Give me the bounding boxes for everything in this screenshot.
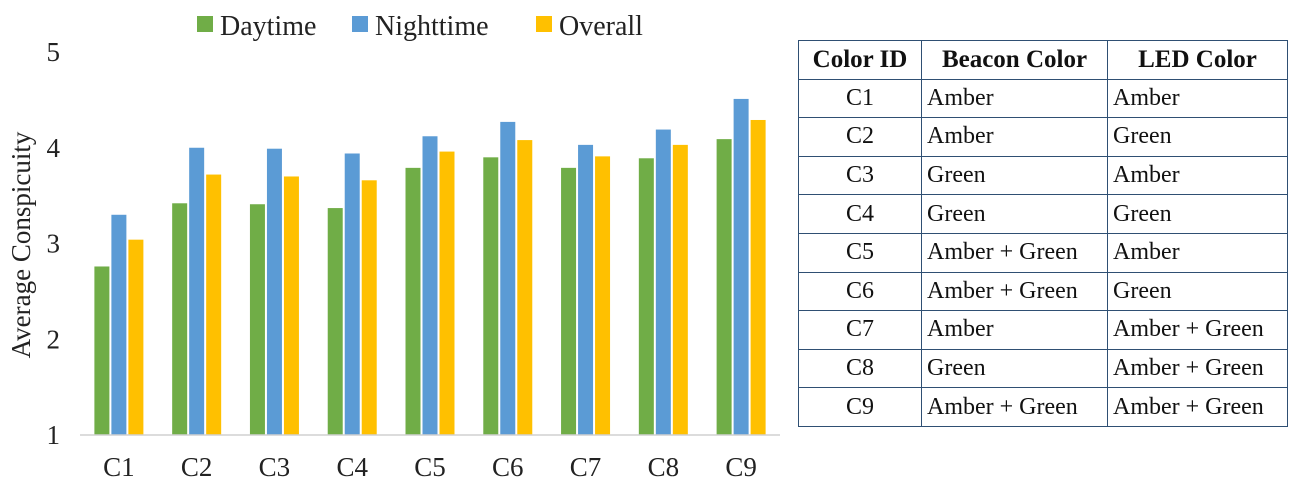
table-row: C2 Amber Green bbox=[798, 117, 1288, 157]
cell-led-color: Amber bbox=[1107, 155, 1288, 196]
x-tick-label: C9 bbox=[725, 452, 757, 482]
bar-chart: Daytime Nighttime Overall 1 2 3 4 5 C1 C2 C3 C4 C5… bbox=[6, 11, 780, 482]
table-row: C6 Amber + Green Green bbox=[798, 271, 1288, 312]
legend-label-overall: Overall bbox=[559, 11, 643, 42]
cell-led-color: Green bbox=[1107, 194, 1288, 234]
table-row: C1 Amber Amber bbox=[798, 78, 1288, 119]
table-row: C7 Amber Amber + Green bbox=[798, 310, 1288, 350]
bar-overall-c1 bbox=[128, 239, 144, 435]
cell-beacon-color: Amber bbox=[921, 310, 1108, 350]
table-header-row: Color ID Beacon Color LED Color bbox=[798, 40, 1288, 80]
bars bbox=[94, 98, 766, 436]
cell-led-color: Amber + Green bbox=[1107, 348, 1288, 389]
table-row: C5 Amber + Green Amber bbox=[798, 232, 1288, 273]
legend-label-daytime: Daytime bbox=[220, 11, 316, 42]
bar-overall-c3 bbox=[283, 176, 299, 435]
bar-overall-c5 bbox=[439, 151, 455, 435]
cell-color-id: C7 bbox=[798, 310, 922, 350]
table-row: C3 Green Amber bbox=[798, 155, 1288, 196]
y-tick-label: 4 bbox=[47, 133, 61, 163]
cell-color-id: C5 bbox=[798, 232, 922, 273]
bar-daytime-c6 bbox=[483, 157, 499, 435]
y-tick-label: 2 bbox=[47, 324, 61, 354]
bar-nighttime-c3 bbox=[266, 148, 282, 435]
cell-beacon-color: Amber + Green bbox=[921, 387, 1108, 427]
y-tick-label: 3 bbox=[47, 229, 61, 259]
x-tick-label: C3 bbox=[259, 452, 291, 482]
bar-overall-c8 bbox=[672, 144, 688, 435]
x-tick-label: C2 bbox=[181, 452, 213, 482]
legend-label-nighttime: Nighttime bbox=[375, 11, 489, 42]
bar-daytime-c9 bbox=[716, 139, 732, 435]
cell-beacon-color: Amber bbox=[921, 117, 1108, 157]
legend: Daytime Nighttime Overall bbox=[197, 11, 643, 42]
cell-color-id: C3 bbox=[798, 155, 922, 196]
x-tick-label: C1 bbox=[103, 452, 135, 482]
cell-beacon-color: Green bbox=[921, 194, 1108, 234]
bar-daytime-c5 bbox=[405, 167, 421, 436]
cell-beacon-color: Amber + Green bbox=[921, 271, 1108, 312]
x-tick-label: C5 bbox=[414, 452, 446, 482]
bar-nighttime-c2 bbox=[189, 147, 205, 435]
cell-color-id: C8 bbox=[798, 348, 922, 389]
cell-beacon-color: Amber bbox=[921, 78, 1108, 119]
cell-led-color: Amber + Green bbox=[1107, 310, 1288, 350]
bar-nighttime-c1 bbox=[111, 214, 127, 435]
legend-swatch-nighttime bbox=[352, 16, 368, 32]
cell-led-color: Amber bbox=[1107, 232, 1288, 273]
bar-daytime-c3 bbox=[249, 204, 265, 435]
table-row: C9 Amber + Green Amber + Green bbox=[798, 387, 1288, 427]
x-tick-label: C8 bbox=[648, 452, 680, 482]
bar-overall-c9 bbox=[750, 119, 766, 436]
cell-beacon-color: Green bbox=[921, 155, 1108, 196]
bar-daytime-c2 bbox=[172, 203, 188, 435]
y-tick-label: 1 bbox=[47, 420, 61, 450]
bar-daytime-c1 bbox=[94, 266, 110, 435]
header-led-color: LED Color bbox=[1107, 40, 1288, 80]
cell-beacon-color: Green bbox=[921, 348, 1108, 389]
cell-led-color: Amber bbox=[1107, 78, 1288, 119]
cell-color-id: C6 bbox=[798, 271, 922, 312]
bar-nighttime-c6 bbox=[500, 121, 516, 436]
bar-nighttime-c7 bbox=[578, 144, 594, 435]
bar-daytime-c8 bbox=[638, 158, 654, 435]
x-tick-label: C4 bbox=[336, 452, 368, 482]
x-tick-label: C6 bbox=[492, 452, 524, 482]
bar-daytime-c4 bbox=[327, 208, 343, 435]
table-row: C8 Green Amber + Green bbox=[798, 348, 1288, 389]
y-tick-label: 5 bbox=[47, 37, 61, 67]
x-tick-label: C7 bbox=[570, 452, 602, 482]
bar-overall-c7 bbox=[595, 156, 611, 435]
bar-daytime-c7 bbox=[561, 167, 577, 436]
bar-nighttime-c9 bbox=[733, 98, 749, 435]
cell-led-color: Green bbox=[1107, 271, 1288, 312]
cell-led-color: Green bbox=[1107, 117, 1288, 157]
cell-led-color: Amber + Green bbox=[1107, 387, 1288, 427]
y-axis: 1 2 3 4 5 bbox=[47, 37, 61, 450]
header-color-id: Color ID bbox=[798, 40, 922, 80]
bar-nighttime-c4 bbox=[344, 153, 360, 435]
cell-color-id: C9 bbox=[798, 387, 922, 427]
x-axis: C1 C2 C3 C4 C5 C6 C7 C8 C9 bbox=[80, 434, 780, 482]
bar-overall-c6 bbox=[517, 140, 533, 435]
bar-overall-c2 bbox=[206, 174, 222, 435]
cell-color-id: C2 bbox=[798, 117, 922, 157]
legend-swatch-daytime bbox=[197, 16, 213, 32]
cell-color-id: C1 bbox=[798, 78, 922, 119]
legend-swatch-overall bbox=[536, 16, 552, 32]
bar-nighttime-c8 bbox=[655, 129, 671, 435]
cell-beacon-color: Amber + Green bbox=[921, 232, 1108, 273]
cell-color-id: C4 bbox=[798, 194, 922, 234]
header-beacon-color: Beacon Color bbox=[921, 40, 1108, 80]
color-id-table: Color ID Beacon Color LED Color C1 Amber A… bbox=[798, 40, 1288, 427]
table-row: C4 Green Green bbox=[798, 194, 1288, 234]
bar-overall-c4 bbox=[361, 180, 377, 435]
y-axis-label: Average Conspicuity bbox=[6, 131, 36, 358]
bar-nighttime-c5 bbox=[422, 136, 438, 435]
